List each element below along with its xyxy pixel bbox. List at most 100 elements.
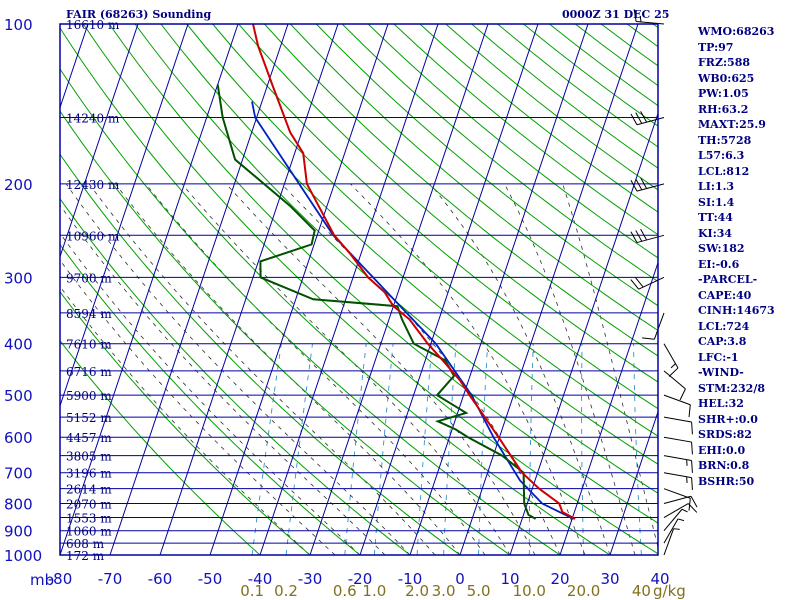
index-row: BSHR:50	[698, 474, 755, 488]
wind-barb	[663, 503, 698, 518]
mixing-ratio-line	[251, 343, 282, 555]
mixing-ratio-tick-label: 20.0	[567, 582, 600, 600]
isotherm-line	[109, 24, 289, 555]
height-label: 3805 m	[66, 450, 112, 464]
wind-barb	[663, 370, 686, 401]
moist-adiabat	[281, 183, 561, 555]
pressure-tick-label: 300	[4, 269, 33, 287]
index-row: LFC:-1	[698, 350, 739, 364]
profiles	[216, 24, 576, 520]
isotherms	[60, 24, 658, 555]
height-label: 2070 m	[66, 498, 112, 512]
sounding-date: 0000Z 31 DEC 25	[562, 8, 670, 21]
height-label: 4457 m	[66, 431, 112, 445]
mixing-ratio-line	[528, 343, 534, 555]
wind-barb	[663, 495, 698, 508]
temperature-trace	[252, 24, 576, 520]
pressure-tick-label: 200	[4, 176, 33, 194]
isotherm-line	[259, 24, 439, 555]
wind-barb	[630, 177, 665, 192]
index-row: HEL:32	[698, 397, 744, 410]
index-row: LCL:724	[698, 319, 750, 333]
height-label: 5152 m	[66, 411, 112, 425]
mixing-ratio-tick-label: 1.0	[362, 582, 386, 600]
index-row: CAP:3.8	[698, 335, 747, 348]
height-label: 1553 m	[66, 512, 112, 526]
pressure-tick-label: 700	[4, 465, 33, 483]
moist-adiabat	[60, 285, 311, 555]
height-label: 10960 m	[66, 229, 120, 243]
temp-tick-label: 10	[500, 570, 519, 588]
isotherm-line	[309, 24, 489, 555]
index-row: LI:1.3	[698, 180, 735, 193]
moist-adiabat	[60, 232, 361, 555]
isotherm-line	[609, 410, 658, 555]
height-label: 2614 m	[66, 483, 112, 497]
index-row: CINH:14673	[698, 304, 775, 317]
wind-barb	[630, 111, 665, 126]
wind-barb	[663, 472, 693, 490]
index-row: RH:63.2	[698, 102, 749, 116]
height-label: 3196 m	[66, 467, 112, 481]
temp-tick-label: -10	[398, 570, 423, 588]
temp-tick-label: -50	[198, 570, 223, 588]
temp-tick-label: -30	[298, 570, 323, 588]
height-label: 172 m	[66, 549, 105, 563]
wind-barb	[630, 228, 665, 244]
index-row: EHI:0.0	[698, 443, 746, 457]
isotherm-line	[459, 24, 639, 555]
height-label: 5900 m	[66, 389, 112, 403]
isotherm-line	[209, 24, 389, 555]
moist-adiabat	[60, 204, 386, 555]
wind-barb	[663, 394, 691, 418]
moist-adiabat	[181, 183, 511, 555]
index-row: L57:6.3	[698, 149, 745, 162]
wind-barb	[663, 343, 679, 377]
wind-barb	[663, 455, 693, 473]
dry-adiabat	[60, 243, 361, 555]
temp-tick-label: -20	[348, 570, 373, 588]
index-row: EI:-0.6	[698, 257, 740, 271]
mixing-ratio-tick-label: 0.6	[333, 582, 357, 600]
temp-tick-label: 30	[600, 570, 619, 588]
index-row: TT:44	[698, 211, 733, 224]
index-row: SHR+:0.0	[698, 412, 758, 426]
moist-adiabat	[114, 183, 461, 555]
index-row: TH:5728	[698, 133, 752, 147]
pressure-axis-label: mb	[30, 571, 54, 589]
isotherm-line	[60, 24, 239, 555]
index-row: BRN:0.8	[698, 459, 750, 472]
wind-barb	[633, 9, 665, 25]
indices-panel: WMO:68263 TP:97 FRZ:588 WB0:625 PW:1.05 RH:63…	[698, 24, 798, 489]
index-row: PW:1.05	[698, 87, 749, 100]
wind-barb	[663, 528, 680, 556]
index-row: LCL:812	[698, 164, 750, 178]
height-label: 12430 m	[66, 178, 120, 192]
temp-tick-label: -70	[98, 570, 123, 588]
mixing-ratio-tick-label: 5.0	[467, 582, 491, 600]
height-label: 7610 m	[66, 338, 112, 352]
height-label: 8594 m	[66, 307, 112, 321]
height-label: 6716 m	[66, 365, 112, 379]
temp-tick-label: -40	[248, 570, 273, 588]
height-label: 14240 m	[66, 112, 120, 126]
index-row: WMO:68263	[698, 25, 775, 38]
mixing-ratio-tick-label: 10.0	[513, 582, 546, 600]
mixing-ratio-tick-label: 3.0	[432, 582, 456, 600]
index-row: WB0:625	[698, 71, 755, 85]
index-row: FRZ:588	[698, 56, 751, 69]
wind-barb	[663, 508, 688, 532]
index-row: -WIND-	[698, 366, 744, 379]
parcel-trace	[251, 101, 574, 520]
moist-adiabat	[562, 183, 658, 549]
mixing-ratio-line	[416, 343, 433, 555]
dewpoint-trace	[216, 84, 537, 520]
wind-barb	[663, 436, 693, 455]
pressure-tick-label: 100	[4, 16, 33, 34]
temp-tick-label: 20	[550, 570, 569, 588]
height-label: 9700 m	[66, 271, 112, 285]
wind-barb	[630, 276, 665, 290]
index-row: STM:232/8	[698, 381, 765, 395]
